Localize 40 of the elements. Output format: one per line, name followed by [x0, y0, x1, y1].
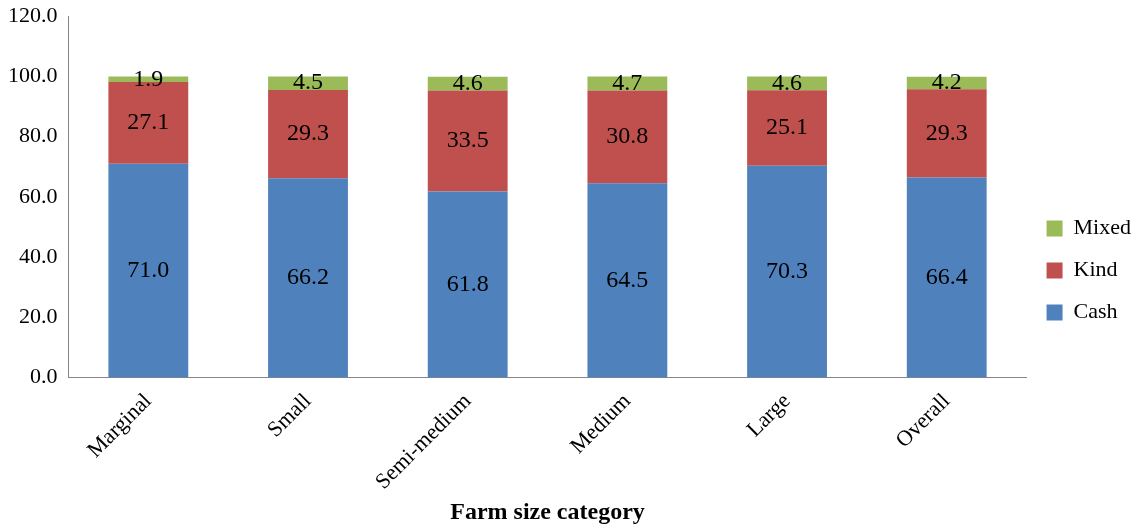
y-tick-label: 80.0 [19, 122, 58, 148]
legend-label: Kind [1073, 256, 1118, 282]
bar [108, 163, 189, 378]
data-label: 66.2 [287, 263, 330, 290]
x-axis-title: Farm size category [450, 497, 645, 524]
bar [747, 90, 827, 166]
data-label: 33.5 [446, 126, 489, 153]
data-label: 29.3 [287, 119, 330, 146]
legend-label: Cash [1073, 298, 1118, 324]
data-label: 4.7 [612, 68, 643, 95]
y-tick-label: 120.0 [8, 1, 58, 27]
data-label: 70.3 [766, 256, 809, 283]
data-label: 66.4 [925, 262, 968, 289]
data-label: 4.5 [293, 68, 324, 95]
bar [587, 90, 668, 184]
bar [427, 191, 508, 378]
data-label: 1.9 [133, 64, 164, 91]
y-tick-label: 0.0 [30, 363, 58, 389]
bar [906, 177, 987, 378]
bar [587, 183, 668, 378]
data-label: 27.1 [127, 108, 170, 135]
y-tick-label: 40.0 [19, 242, 58, 268]
bar [747, 165, 827, 378]
bar [427, 90, 508, 192]
data-label: 64.5 [606, 265, 649, 292]
data-label: 25.1 [766, 113, 809, 140]
y-tick-label: 100.0 [8, 62, 58, 88]
data-label: 30.8 [606, 122, 649, 149]
data-label: 4.6 [772, 68, 803, 95]
data-label: 4.6 [452, 68, 483, 95]
legend-label: Mixed [1073, 214, 1132, 240]
bar [268, 178, 348, 378]
bar [906, 89, 987, 178]
bar [587, 76, 668, 91]
bar [268, 89, 348, 179]
y-tick-label: 20.0 [19, 302, 58, 328]
data-label: 61.8 [446, 269, 489, 296]
data-label: 29.3 [925, 118, 968, 145]
y-tick-label: 60.0 [19, 182, 58, 208]
data-label: 71.0 [127, 255, 170, 282]
